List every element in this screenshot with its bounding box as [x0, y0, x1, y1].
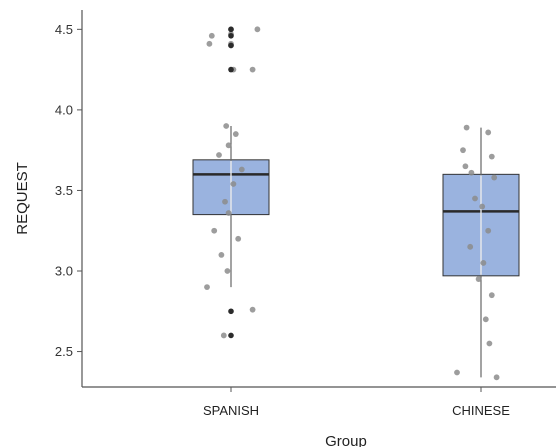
data-point	[228, 32, 234, 39]
x-axis-title: Group	[325, 433, 367, 447]
data-point	[254, 26, 261, 33]
data-point	[224, 268, 231, 274]
axes	[81, 10, 556, 388]
data-point	[249, 306, 256, 313]
data-point	[493, 374, 500, 381]
plot-area	[192, 26, 520, 381]
data-point	[480, 260, 487, 266]
data-point	[460, 147, 466, 154]
box-group-spanish	[192, 26, 270, 339]
data-point	[232, 131, 239, 137]
y-tick-label: 4.0	[55, 102, 73, 117]
data-point	[228, 66, 234, 73]
data-point	[225, 142, 232, 149]
data-point	[235, 235, 242, 242]
data-point	[486, 340, 493, 347]
x-tick-label: SPANISH	[203, 403, 259, 418]
data-point	[485, 227, 492, 234]
data-point	[485, 129, 492, 136]
data-point	[208, 32, 215, 39]
y-tick-label: 3.0	[55, 264, 73, 279]
data-point	[230, 181, 237, 187]
data-point	[249, 66, 256, 73]
data-point	[211, 227, 218, 234]
data-point	[454, 369, 460, 376]
data-point	[228, 308, 234, 315]
data-point	[206, 40, 213, 47]
y-tick-label: 4.5	[55, 22, 73, 37]
data-point	[488, 153, 495, 160]
data-point	[218, 251, 225, 258]
ticks: SPANISH CHINESE 2.5 3.0 3.5 4.0 4.5	[55, 22, 510, 418]
data-point	[228, 26, 234, 33]
data-point	[238, 166, 245, 173]
data-point	[475, 276, 482, 282]
data-point	[225, 210, 232, 216]
data-point	[479, 203, 486, 210]
data-point	[228, 332, 234, 339]
data-point	[467, 243, 474, 250]
box-group-chinese	[442, 124, 520, 381]
data-point	[482, 316, 489, 323]
data-point	[204, 284, 210, 291]
data-point	[462, 163, 469, 170]
data-point	[228, 42, 234, 49]
data-point	[222, 198, 228, 205]
data-point	[472, 195, 478, 202]
data-point	[463, 124, 470, 131]
data-point	[220, 332, 227, 339]
data-point	[468, 169, 475, 176]
y-axis-title: REQUEST	[14, 162, 31, 235]
data-point	[491, 174, 498, 181]
y-tick-label: 3.5	[55, 183, 73, 198]
data-point	[216, 152, 222, 158]
data-point	[488, 292, 495, 299]
y-tick-label: 2.5	[55, 344, 73, 359]
x-tick-label: CHINESE	[452, 403, 510, 418]
data-point	[223, 123, 230, 129]
